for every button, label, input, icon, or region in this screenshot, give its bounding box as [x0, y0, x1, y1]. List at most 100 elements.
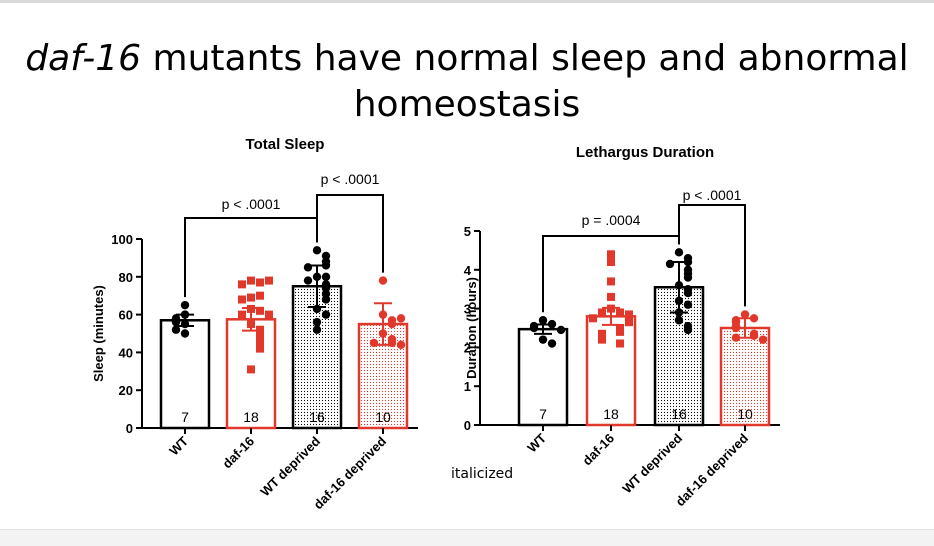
data-point-wt [538, 316, 548, 325]
data-point-wt-deprived [674, 296, 684, 306]
p-value-label: p < .0001 [222, 196, 281, 212]
bottom-bar [0, 529, 934, 546]
data-point-daf-16 [256, 338, 264, 347]
x-tick-label-daf-16-deprived: daf-16 deprived [673, 430, 752, 509]
n-label-wt: 7 [539, 406, 547, 422]
data-point-daf-16-deprived [387, 338, 397, 348]
data-point-daf-16 [238, 280, 246, 289]
data-point-wt-deprived [665, 259, 675, 269]
n-label-wt: 7 [181, 409, 189, 425]
data-point-daf-16 [607, 304, 615, 313]
title-rest: mutants have normal sleep and abnormal h… [141, 38, 909, 125]
data-point-daf-16 [598, 335, 606, 344]
data-point-daf-16 [256, 329, 264, 338]
chart-title: Total Sleep [246, 136, 325, 153]
data-point-daf-16 [247, 365, 255, 374]
data-point-wt-deprived [674, 316, 684, 325]
data-point-daf-16 [607, 250, 615, 259]
data-point-wt [180, 310, 190, 319]
data-point-wt-deprived [674, 281, 684, 290]
data-point-daf-16-deprived [740, 310, 750, 319]
data-point-wt-deprived [683, 257, 693, 267]
y-tick-label: 2 [464, 340, 471, 355]
n-label-daf-16: 18 [243, 409, 259, 425]
data-point-daf-16 [247, 320, 255, 329]
data-point-wt [171, 325, 181, 334]
significance-bracket [678, 204, 746, 307]
data-point-daf-16-deprived [378, 310, 388, 319]
note-text: italicized [451, 466, 514, 482]
y-tick-label: 20 [119, 383, 133, 398]
data-point-daf-16-deprived [378, 329, 388, 338]
x-tick-label-wt-deprived: WT deprived [619, 430, 685, 496]
data-point-wt-deprived [674, 308, 684, 317]
p-value-label: p < .0001 [683, 187, 742, 203]
data-point-wt-deprived [312, 325, 322, 334]
data-point-daf-16 [616, 339, 624, 348]
y-tick-label: 3 [464, 302, 471, 317]
data-point-wt-deprived [683, 300, 693, 309]
data-point-wt-deprived [321, 310, 331, 319]
data-point-daf-16 [238, 295, 246, 304]
data-point-daf-16 [247, 276, 255, 285]
data-point-daf-16 [607, 258, 615, 267]
top-border [0, 0, 934, 3]
y-tick-label: 0 [126, 421, 133, 436]
y-tick-label: 0 [464, 418, 471, 433]
data-point-daf-16 [247, 293, 255, 302]
data-point-wt-deprived [303, 263, 313, 272]
data-point-daf-16 [625, 318, 633, 327]
x-tick-label-wt: WT [524, 430, 549, 455]
data-point-wt-deprived [312, 317, 322, 327]
slide-title: daf-16 mutants have normal sleep and abn… [0, 36, 934, 128]
data-point-wt-deprived [683, 288, 693, 298]
n-label-daf-16-deprived: 10 [737, 406, 753, 422]
data-point-daf-16 [598, 308, 606, 317]
bar-daf-16 [225, 318, 277, 430]
n-label-wt-deprived: 16 [309, 409, 325, 425]
data-point-wt [180, 300, 190, 310]
data-point-wt [547, 319, 557, 329]
data-point-wt [180, 329, 190, 338]
data-point-wt [171, 317, 181, 327]
data-point-wt [529, 323, 539, 333]
data-point-daf-16 [238, 310, 246, 319]
y-axis-label: Duration (hours) [464, 277, 479, 379]
data-point-daf-16-deprived [369, 338, 379, 348]
n-label-daf-16: 18 [603, 406, 619, 422]
y-tick-label: 60 [119, 308, 133, 323]
data-point-wt-deprived [683, 325, 693, 335]
data-point-daf-16 [256, 291, 264, 300]
data-point-daf-16-deprived [396, 340, 406, 350]
data-point-daf-16 [256, 306, 264, 315]
data-point-daf-16-deprived [731, 333, 741, 342]
y-tick-label: 1 [464, 379, 471, 394]
data-point-wt [556, 325, 566, 335]
data-point-wt-deprived [321, 295, 331, 304]
data-point-daf-16-deprived [396, 314, 406, 323]
data-point-daf-16-deprived [758, 335, 768, 344]
y-tick-label: 40 [119, 345, 133, 360]
data-point-wt [547, 339, 557, 348]
data-point-daf-16 [265, 310, 273, 319]
data-point-daf-16-deprived [749, 314, 759, 323]
data-point-daf-16-deprived [749, 331, 759, 340]
n-label-wt-deprived: 16 [671, 406, 687, 422]
data-point-daf-16 [265, 276, 273, 285]
y-tick-label: 5 [464, 224, 471, 239]
p-value-label: p = .0004 [582, 212, 641, 228]
p-value-label: p < .0001 [321, 171, 380, 187]
data-point-daf-16 [616, 308, 624, 317]
data-point-daf-16 [607, 292, 615, 301]
data-point-wt-deprived [674, 248, 684, 257]
data-point-daf-16 [256, 344, 264, 353]
data-point-wt-deprived [312, 246, 322, 255]
y-tick-label: 4 [464, 263, 472, 278]
chart-title: Lethargus Duration [576, 144, 714, 161]
data-point-wt [180, 319, 190, 329]
x-tick-label-daf-16: daf-16 [579, 431, 617, 469]
data-point-daf-16-deprived [387, 319, 397, 329]
data-point-daf-16 [256, 278, 264, 287]
